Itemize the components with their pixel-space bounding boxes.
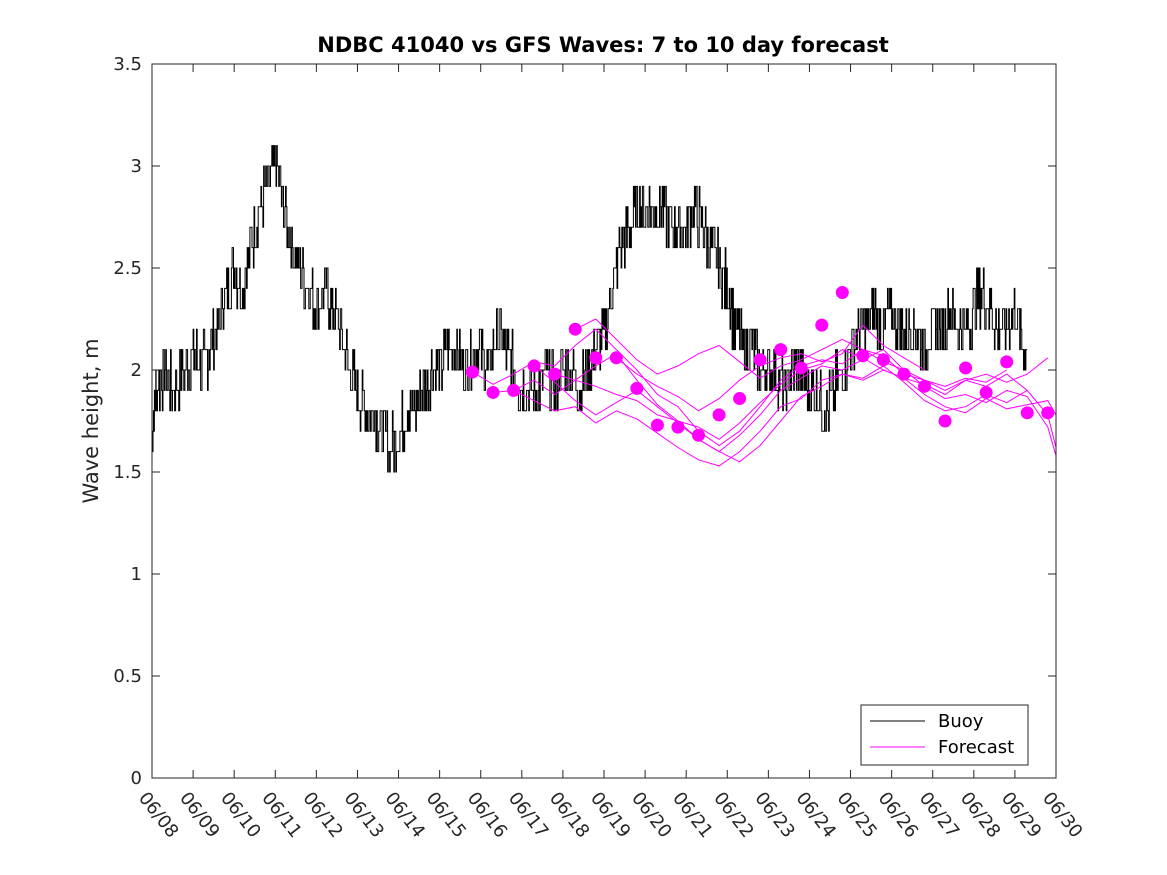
x-tick-label: 06/15	[422, 788, 470, 842]
forecast-point	[568, 322, 582, 336]
forecast-point	[774, 343, 788, 357]
forecast-point	[589, 351, 603, 365]
forecast-point	[692, 428, 706, 442]
chart-title: NDBC 41040 vs GFS Waves: 7 to 10 day for…	[317, 33, 888, 57]
x-tick-label: 06/20	[627, 788, 675, 842]
forecast-point	[1000, 355, 1014, 369]
y-axis-label: Wave height, m	[79, 338, 103, 503]
forecast-run-line	[533, 365, 1028, 463]
forecast-point	[609, 351, 623, 365]
forecast-series	[466, 285, 1057, 467]
buoy-series	[152, 145, 1028, 473]
forecast-point	[876, 353, 890, 367]
x-tick-label: 06/18	[545, 788, 593, 842]
x-tick-label: 06/27	[915, 788, 963, 842]
x-tick-label: 06/17	[504, 788, 552, 842]
y-tick-label: 2.5	[113, 258, 142, 279]
plot-frame	[151, 63, 1057, 779]
forecast-run-line	[615, 324, 925, 412]
y-axis: 0 0.5 1 1.5 2 2.5 3 3.5	[113, 54, 1056, 789]
legend-box	[860, 704, 1029, 766]
x-tick-label: 06/16	[463, 788, 511, 842]
forecast-point	[1041, 406, 1055, 420]
forecast-point	[938, 414, 952, 428]
x-tick-label: 06/25	[833, 788, 881, 842]
x-tick-label: 06/13	[340, 788, 388, 842]
x-tick-label: 06/12	[298, 788, 346, 842]
forecast-point	[466, 365, 480, 379]
forecast-point	[712, 408, 726, 422]
y-tick-label: 2	[131, 360, 142, 381]
forecast-point	[507, 383, 521, 397]
forecast-point	[548, 367, 562, 381]
legend-buoy-label: Buoy	[938, 711, 984, 732]
x-tick-label: 06/30	[1038, 788, 1086, 842]
forecast-run-line	[472, 328, 1057, 448]
x-tick-label: 06/09	[175, 788, 223, 842]
y-tick-label: 1.5	[113, 462, 142, 483]
forecast-point	[897, 367, 911, 381]
forecast-point	[671, 420, 685, 434]
forecast-run-line	[574, 318, 1007, 387]
x-tick-label: 06/08	[134, 788, 182, 842]
x-tick-label: 06/23	[750, 788, 798, 842]
forecast-point	[630, 381, 644, 395]
x-tick-label: 06/14	[381, 788, 429, 842]
x-tick-label: 06/10	[216, 788, 264, 842]
forecast-run-line	[513, 369, 1057, 467]
forecast-point	[1020, 406, 1034, 420]
forecast-point	[527, 359, 541, 373]
forecast-point	[856, 349, 870, 363]
y-tick-label: 3.5	[113, 54, 142, 75]
forecast-point	[959, 361, 973, 375]
x-tick-label: 06/21	[668, 788, 716, 842]
x-tick-label: 06/11	[257, 788, 305, 842]
forecast-point	[979, 385, 993, 399]
y-tick-label: 1	[131, 564, 142, 585]
forecast-point	[794, 361, 808, 375]
x-tick-label: 06/26	[874, 788, 922, 842]
legend-forecast-label: Forecast	[938, 737, 1014, 758]
forecast-point	[815, 318, 829, 332]
forecast-point	[835, 285, 849, 299]
forecast-point	[733, 392, 747, 406]
legend: Buoy Forecast	[860, 704, 1029, 766]
forecast-point	[650, 418, 664, 432]
y-tick-label: 0	[131, 768, 142, 789]
forecast-run-line	[493, 348, 1057, 456]
y-tick-label: 3	[131, 156, 142, 177]
x-tick-label: 06/24	[792, 788, 840, 842]
x-tick-label: 06/19	[586, 788, 634, 842]
buoy-line	[152, 145, 1028, 473]
y-tick-label: 0.5	[113, 666, 142, 687]
x-tick-label: 06/29	[997, 788, 1045, 842]
forecast-point	[486, 385, 500, 399]
forecast-point	[918, 379, 932, 393]
x-tick-label: 06/28	[956, 788, 1004, 842]
forecast-point	[753, 353, 767, 367]
x-tick-label: 06/22	[709, 788, 757, 842]
